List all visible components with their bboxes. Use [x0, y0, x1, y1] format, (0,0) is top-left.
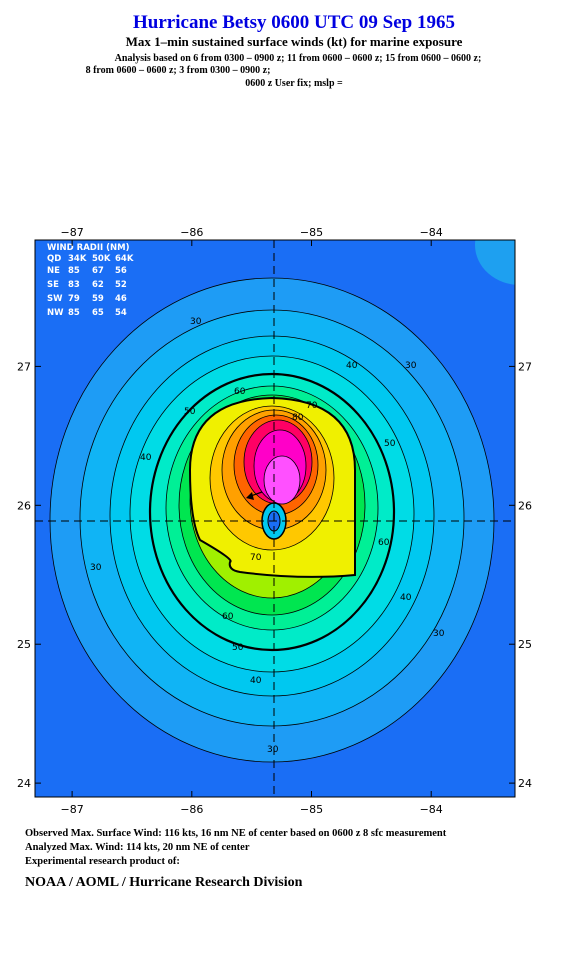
x-tick-label: −85: [300, 226, 323, 239]
contour-label: 70: [306, 401, 318, 411]
x-tick-label: −85: [300, 803, 323, 816]
footer-line: Experimental research product of:: [25, 856, 180, 867]
analysis-line: 0600 z User fix; mslp =: [245, 78, 343, 89]
subtitle: Max 1–min sustained surface winds (kt) f…: [126, 34, 463, 49]
y-tick-label: 26: [518, 499, 532, 512]
contour-label: 70: [250, 553, 262, 563]
wind-radii-header: 64K: [115, 254, 134, 264]
footer-line: Analyzed Max. Wind: 114 kts, 20 nm NE of…: [25, 842, 250, 853]
wind-radii-header: QD: [47, 254, 61, 264]
wind-radii-cell: SW: [47, 294, 63, 304]
contour-label: 30: [405, 361, 417, 371]
wind-field: [35, 240, 515, 797]
wind-radii-title: WIND RADII (NM): [47, 243, 130, 253]
contour-label: 50: [232, 643, 244, 653]
axes: −87 −87 −86 −86 −85 −85 −84 −84 24 24 25 25 26 26 27 27: [17, 226, 532, 816]
wind-radii-cell: NE: [47, 266, 60, 276]
wind-radii-cell: 62: [92, 280, 104, 290]
wind-radii-cell: 59: [92, 294, 104, 304]
x-tick-label: −87: [60, 803, 83, 816]
y-tick-label: 27: [17, 360, 31, 373]
contour-label: 40: [346, 361, 358, 371]
title: Hurricane Betsy 0600 UTC 09 Sep 1965: [133, 12, 455, 33]
y-tick-label: 24: [17, 777, 31, 790]
y-tick-label: 27: [518, 360, 532, 373]
contour-label: 60: [378, 538, 390, 548]
wind-radii-table: WIND RADII (NM) QD 34K 50K 64K NE 85 67 56 SE 83 6…: [47, 243, 134, 318]
contour-label: 60: [222, 612, 234, 622]
contour-label: 30: [190, 317, 202, 327]
wind-radii-cell: SE: [47, 280, 59, 290]
wind-radii-cell: 85: [68, 266, 80, 276]
y-tick-label: 25: [17, 638, 31, 651]
x-tick-label: −86: [180, 803, 203, 816]
x-tick-label: −84: [420, 226, 443, 239]
contour-label: 80: [292, 413, 304, 423]
wind-radii-cell: 65: [92, 308, 104, 318]
analysis-line: Analysis based on 6 from 0300 – 0900 z; …: [115, 53, 482, 64]
wind-radii-cell: NW: [47, 308, 64, 318]
wind-radii-cell: 67: [92, 266, 104, 276]
contour-label: 50: [384, 439, 396, 449]
contour-label: 40: [140, 453, 152, 463]
y-tick-label: 25: [518, 638, 532, 651]
contour-label: 40: [400, 593, 412, 603]
wind-radii-cell: 83: [68, 280, 80, 290]
analysis-line: 8 from 0600 – 0600 z; 3 from 0300 – 0900…: [86, 65, 271, 76]
x-tick-label: −84: [420, 803, 443, 816]
contour-label: 30: [433, 629, 445, 639]
plot-frame: [34, 239, 516, 798]
y-tick-label: 24: [518, 777, 532, 790]
organization: NOAA / AOML / Hurricane Research Divisio…: [25, 875, 303, 890]
wind-radii-cell: 85: [68, 308, 80, 318]
x-tick-label: −86: [180, 226, 203, 239]
y-tick-label: 26: [17, 499, 31, 512]
wind-radii-header: 34K: [68, 254, 87, 264]
contour-label: 40: [250, 676, 262, 686]
wind-radii-cell: 52: [115, 280, 127, 290]
footer-line: Observed Max. Surface Wind: 116 kts, 16 …: [25, 828, 447, 839]
contour-label: 30: [267, 745, 279, 755]
wind-radii-cell: 79: [68, 294, 80, 304]
wind-radii-cell: 56: [115, 266, 127, 276]
x-tick-label: −87: [60, 226, 83, 239]
contour-label: 60: [234, 387, 246, 397]
wind-radii-header: 50K: [92, 254, 111, 264]
contour-label: 50: [184, 407, 196, 417]
contour-label: 30: [90, 563, 102, 573]
contour-labels: 30 30 30 30 30 40 40 40 40 50 50 50 60 6…: [90, 317, 445, 755]
wind-radii-cell: 54: [115, 308, 127, 318]
wind-radii-cell: 46: [115, 294, 127, 304]
